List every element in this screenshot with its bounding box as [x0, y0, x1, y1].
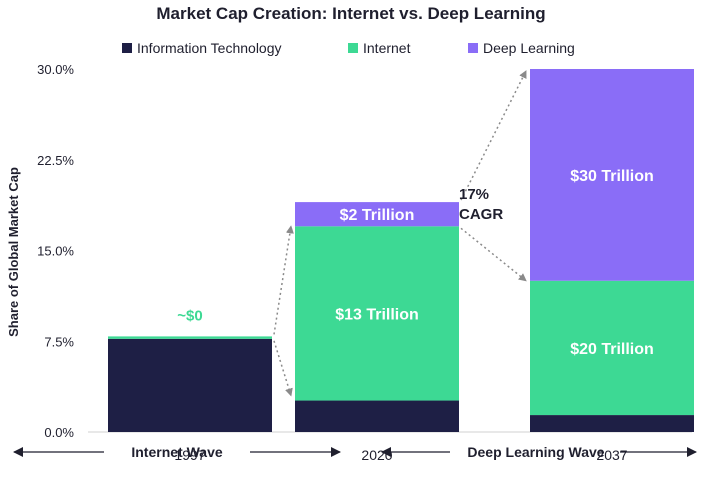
deep-learning-wave-label: Deep Learning Wave: [467, 444, 604, 460]
cagr-label: CAGR: [459, 206, 503, 223]
legend-label: Information Technology: [137, 40, 282, 56]
bar-segment: [108, 338, 272, 432]
chart-title: Market Cap Creation: Internet vs. Deep L…: [156, 4, 545, 23]
bar-segment: [295, 226, 459, 401]
data-label: $2 Trillion: [340, 207, 415, 224]
y-tick-label: 0.0%: [44, 425, 74, 440]
wave-bar: Internet Wave Deep Learning Wave: [13, 444, 697, 460]
y-tick-label: 15.0%: [37, 244, 74, 259]
chart-legend: Information Technology Internet Deep Learn…: [122, 40, 575, 56]
legend-swatch: [348, 43, 358, 53]
x-tick-label: 2020: [361, 447, 392, 463]
y-axis: 0.0% 7.5% 15.0% 22.5% 30.0%: [37, 62, 74, 440]
data-label: $13 Trillion: [335, 306, 419, 323]
data-label: $20 Trillion: [570, 341, 654, 358]
legend-label: Internet: [363, 40, 411, 56]
data-label: $30 Trillion: [570, 168, 654, 185]
y-tick-label: 30.0%: [37, 62, 74, 77]
connector-arrow: [460, 227, 527, 282]
x-tick-label: 1997: [174, 447, 205, 463]
bars: ~$0 $13 Trillion $2 Trillion $20 Trillion $3…: [108, 69, 694, 432]
data-label: ~$0: [177, 307, 202, 324]
legend-label: Deep Learning: [483, 40, 575, 56]
y-tick-label: 22.5%: [37, 153, 74, 168]
internet-wave-label: Internet Wave: [131, 444, 222, 460]
bar-segment: [108, 336, 272, 339]
y-tick-label: 7.5%: [44, 334, 74, 349]
bar-segment: [530, 69, 694, 281]
cagr-percent-label: 17%: [459, 186, 489, 203]
bar-segment: [295, 400, 459, 432]
x-tick-label: 2037: [596, 447, 627, 463]
connector-arrow: [273, 340, 293, 397]
legend-swatch: [122, 43, 132, 53]
bar-segment: [530, 415, 694, 432]
connector-arrow: [273, 225, 294, 335]
bar-segment: [295, 202, 459, 227]
connector-arrows: [273, 70, 527, 397]
legend-swatch: [468, 43, 478, 53]
connector-arrow: [460, 70, 527, 201]
y-axis-label: Share of Global Market Cap: [6, 167, 21, 337]
bar-segment: [530, 280, 694, 416]
